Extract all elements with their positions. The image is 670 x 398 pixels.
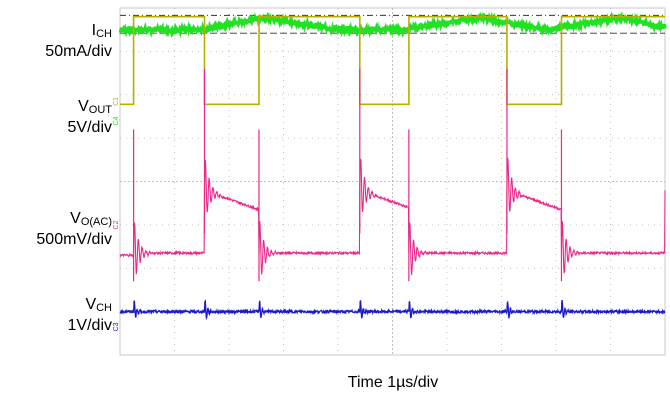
- label-vch-main: V: [85, 296, 97, 313]
- label-vo-ac: VO(AC) 500mV/div: [0, 210, 112, 249]
- label-vo-ac-sub: O(AC): [80, 216, 112, 228]
- label-ich: ICH 50mA/div: [0, 22, 112, 61]
- label-vo-ac-scale: 500mV/div: [36, 231, 112, 248]
- label-vch: VCH 1V/div: [0, 296, 112, 335]
- label-vch-scale: 1V/div: [67, 317, 112, 334]
- label-ich-scale: 50mA/div: [45, 43, 112, 60]
- channel-marker-vch: C3: [113, 322, 120, 331]
- vch-trace: [119, 299, 666, 321]
- channel-marker-vout: C1: [113, 97, 120, 106]
- channel-marker-vo_ac: C2: [113, 220, 120, 229]
- label-ich-main: I: [91, 22, 97, 39]
- label-vout-main: V: [78, 98, 89, 115]
- vo-ac-trace: [119, 157, 666, 275]
- traces: [118, 11, 667, 321]
- channel-markers: C1 C4 C2 C3: [113, 97, 120, 332]
- channel-marker-vout_alt: C4: [113, 116, 120, 125]
- x-axis-label: Time 1µs/div: [347, 374, 439, 391]
- plot-grid: [119, 7, 666, 356]
- label-vch-sub: CH: [96, 302, 112, 314]
- label-vout: VOUT 5V/div: [0, 98, 112, 137]
- label-vo-ac-main: V: [70, 210, 81, 227]
- ich-trace: [118, 11, 667, 39]
- label-ich-sub: CH: [96, 28, 112, 40]
- label-vout-sub: OUT: [88, 104, 112, 116]
- vout-trace: [119, 15, 665, 106]
- label-vout-scale: 5V/div: [67, 119, 112, 136]
